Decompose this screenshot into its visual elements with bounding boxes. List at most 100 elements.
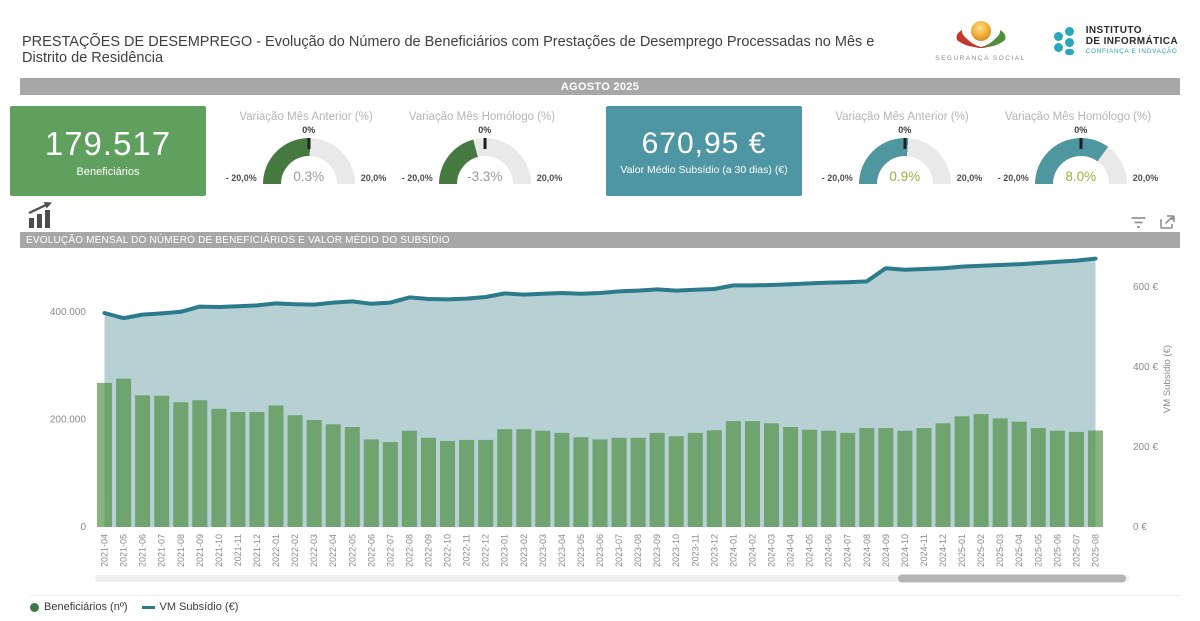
gauge-arc: 0% 0.9% bbox=[858, 125, 951, 184]
x-axis-label: 2024-01 bbox=[728, 534, 738, 567]
bar-2022-07[interactable] bbox=[382, 442, 398, 527]
instituto-informatica-text: INSTITUTO DE INFORMÁTICA CONFIANÇA E INO… bbox=[1086, 25, 1178, 55]
gauge-variacao-mes-homologo-subsidio[interactable]: Variação Mês Homólogo (%) - 20,0% 0% 8.0… bbox=[990, 106, 1166, 184]
x-axis-label: 2024-05 bbox=[805, 534, 815, 567]
gauge-arc: 0% 0.3% bbox=[262, 125, 355, 184]
bar-2023-07[interactable] bbox=[611, 437, 627, 527]
bar-2022-04[interactable] bbox=[325, 424, 341, 527]
x-axis-label: 2024-03 bbox=[767, 534, 777, 567]
bar-2024-10[interactable] bbox=[897, 430, 913, 527]
x-axis-label: 2021-04 bbox=[100, 534, 110, 567]
ii-line3: CONFIANÇA E INOVAÇÃO bbox=[1085, 48, 1178, 55]
x-axis-label: 2025-02 bbox=[976, 534, 986, 567]
bar-2024-04[interactable] bbox=[783, 427, 799, 527]
bar-2022-11[interactable] bbox=[459, 439, 475, 527]
bar-2025-03[interactable] bbox=[992, 418, 1008, 527]
chart-legend: Beneficiários (nº) VM Subsídio (€) bbox=[30, 595, 1180, 613]
bar-2021-08[interactable] bbox=[173, 402, 189, 527]
legend-item-beneficiarios[interactable]: Beneficiários (nº) bbox=[30, 601, 128, 613]
legend-item-vm-subsidio[interactable]: VM Subsídio (€) bbox=[141, 601, 238, 613]
bar-2024-09[interactable] bbox=[878, 428, 894, 527]
bar-2021-12[interactable] bbox=[249, 412, 265, 527]
bar-2025-06[interactable] bbox=[1049, 430, 1065, 527]
x-axis-label: 2023-04 bbox=[557, 534, 567, 567]
bar-2025-02[interactable] bbox=[973, 414, 989, 527]
bar-2023-12[interactable] bbox=[706, 430, 722, 528]
kpi-card-valor-medio-subsidio[interactable]: 670,95 € Valor Médio Subsídio (a 30 dias… bbox=[606, 106, 802, 196]
trend-chart-icon bbox=[28, 202, 52, 228]
gauge-max-label: 20,0% bbox=[1132, 173, 1159, 183]
bar-2022-05[interactable] bbox=[344, 427, 360, 527]
bar-2023-01[interactable] bbox=[497, 429, 513, 527]
chart-section-title: EVOLUÇÃO MENSAL DO NÚMERO DE BENEFICIÁRI… bbox=[20, 232, 1180, 248]
bar-2024-11[interactable] bbox=[916, 428, 932, 527]
gauge-target-label: 0% bbox=[1074, 125, 1088, 135]
gauge-title: Variação Mês Anterior (%) bbox=[835, 111, 969, 123]
bar-2021-10[interactable] bbox=[211, 408, 227, 528]
gauge-variacao-mes-anterior-beneficiarios[interactable]: Variação Mês Anterior (%) - 20,0% 0% 0.3… bbox=[218, 106, 394, 184]
logos: SEGURANÇA SOCIAL INSTITUTO DE INFORMÁTIC… bbox=[935, 18, 1182, 62]
bar-2021-09[interactable] bbox=[192, 400, 208, 527]
bar-2023-03[interactable] bbox=[535, 430, 551, 527]
bar-2024-05[interactable] bbox=[802, 429, 818, 527]
bar-2022-10[interactable] bbox=[440, 441, 455, 527]
kpi-card-beneficiarios[interactable]: 179.517 Beneficiários bbox=[10, 106, 206, 196]
bar-2023-08[interactable] bbox=[630, 437, 646, 527]
gauge-target-label: 0% bbox=[478, 125, 492, 135]
bar-2022-12[interactable] bbox=[478, 439, 494, 527]
bar-2022-09[interactable] bbox=[421, 437, 436, 527]
bar-2023-05[interactable] bbox=[573, 437, 589, 527]
bar-2023-06[interactable] bbox=[592, 439, 608, 527]
bar-2022-02[interactable] bbox=[287, 415, 303, 527]
bar-2022-06[interactable] bbox=[363, 439, 379, 527]
bar-2024-08[interactable] bbox=[859, 428, 875, 527]
bar-2022-01[interactable] bbox=[268, 405, 284, 528]
gauge-value: -3.3% bbox=[467, 169, 503, 184]
bar-2025-07[interactable] bbox=[1068, 431, 1084, 527]
bar-2021-05[interactable] bbox=[116, 378, 132, 527]
bar-2021-06[interactable] bbox=[135, 395, 151, 527]
bar-2024-06[interactable] bbox=[821, 430, 837, 527]
visual-actions bbox=[1130, 214, 1176, 230]
x-scrollbar-thumb[interactable] bbox=[898, 574, 1126, 583]
bar-2021-11[interactable] bbox=[230, 412, 246, 527]
x-axis-label: 2025-04 bbox=[1014, 534, 1024, 567]
x-axis-label: 2023-03 bbox=[538, 534, 548, 567]
gauge-min-label: - 20,0% bbox=[997, 173, 1029, 183]
bar-2024-07[interactable] bbox=[840, 432, 856, 527]
bar-2025-01[interactable] bbox=[954, 416, 970, 527]
bar-2024-02[interactable] bbox=[745, 421, 760, 527]
bar-2025-08[interactable] bbox=[1088, 430, 1103, 528]
bar-2022-08[interactable] bbox=[401, 430, 417, 527]
bar-2023-09[interactable] bbox=[649, 432, 665, 527]
bar-2023-11[interactable] bbox=[687, 432, 703, 527]
x-scrollbar-track[interactable] bbox=[95, 575, 1130, 582]
right-axis-tick: 200 € bbox=[1133, 442, 1158, 453]
bar-2024-03[interactable] bbox=[764, 423, 779, 527]
subsidio-value: 670,95 € bbox=[641, 126, 767, 160]
bar-2023-02[interactable] bbox=[516, 429, 532, 527]
gauge-variacao-mes-homologo-beneficiarios[interactable]: Variação Mês Homólogo (%) - 20,0% 0% -3.… bbox=[394, 106, 570, 184]
bar-2024-12[interactable] bbox=[935, 423, 951, 527]
x-axis-label: 2021-10 bbox=[214, 534, 224, 567]
gauge-target-tick bbox=[483, 138, 487, 149]
bar-2025-04[interactable] bbox=[1011, 421, 1027, 527]
bar-2022-03[interactable] bbox=[306, 420, 322, 527]
bar-2023-10[interactable] bbox=[668, 436, 684, 527]
x-axis-label: 2022-01 bbox=[271, 534, 281, 567]
bar-2021-04[interactable] bbox=[97, 382, 112, 527]
bar-2024-01[interactable] bbox=[725, 421, 741, 527]
bar-2023-04[interactable] bbox=[554, 432, 570, 527]
focus-mode-icon[interactable] bbox=[1159, 214, 1176, 230]
filter-icon[interactable] bbox=[1130, 215, 1147, 229]
x-axis-label: 2022-05 bbox=[347, 534, 357, 567]
combo-chart[interactable]: 0 200.000 400.000 0 € 200 € 400 € 600 € VM Subs… bbox=[20, 249, 1180, 587]
bar-2021-07[interactable] bbox=[154, 395, 170, 527]
bar-2025-05[interactable] bbox=[1030, 428, 1046, 527]
gauge-variacao-mes-anterior-subsidio[interactable]: Variação Mês Anterior (%) - 20,0% 0% 0.9… bbox=[814, 106, 990, 184]
gauge-title: Variação Mês Homólogo (%) bbox=[408, 111, 556, 123]
x-axis-label: 2023-06 bbox=[595, 534, 605, 567]
gauge-value: 0.3% bbox=[293, 169, 325, 184]
vm-subsidio-line[interactable] bbox=[102, 256, 1098, 321]
x-axis-label: 2023-07 bbox=[614, 534, 624, 567]
